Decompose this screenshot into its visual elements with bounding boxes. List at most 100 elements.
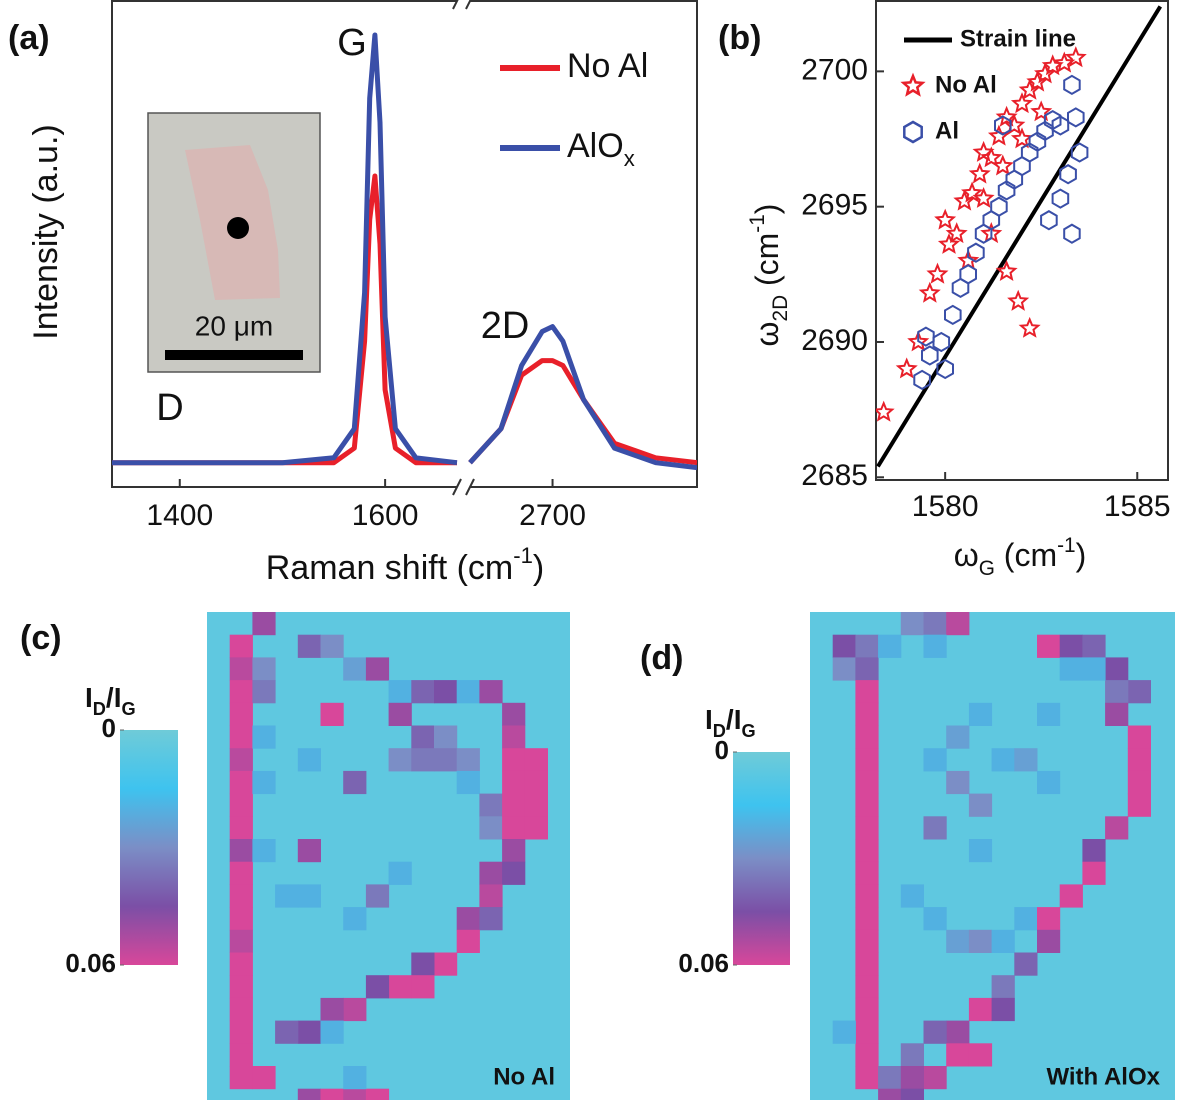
map-cell [434,952,458,976]
map-cell [968,997,993,1022]
star-point [1018,78,1041,100]
x-axis-label-part: -1 [513,543,533,568]
map-cell [1105,702,1129,726]
y-axis-label: ω2D (cm-1) [746,204,792,347]
plot-area [876,5,1163,468]
map-cell [456,907,480,931]
y-axis-label-part: (cm [749,233,785,295]
map-cell [923,634,947,658]
map-cell [855,816,879,840]
hexagon-point [1028,131,1047,152]
colorbar-tick-label: 0 [715,735,729,765]
map-cell [229,748,253,772]
map-cell [1127,770,1151,795]
map-cell [1037,634,1061,658]
map-cell [524,770,548,795]
map-cell [524,816,548,840]
map-cell [832,634,856,658]
map-cell [252,725,276,749]
star-point [895,357,918,379]
map-cell [229,680,253,704]
map-cell [900,1088,924,1100]
map-cell [502,816,526,840]
map-cell [502,793,526,817]
map-cell [229,634,253,658]
map-cell [900,612,924,636]
map-cell [878,1088,902,1100]
map-cell [855,907,879,931]
map-cell [229,793,253,817]
map-cell [229,861,253,885]
spectrum-line [112,32,697,471]
colorbar-tick-label: 0.06 [65,948,116,978]
hexagon-point [1063,74,1081,96]
map-cell [923,1066,947,1090]
x-axis-label-part: ) [533,549,544,587]
hexagon-point [1051,188,1070,209]
map-cell [524,793,548,817]
map-cell [252,612,276,636]
map-cell [946,725,970,749]
map-cell [434,748,458,772]
map-cell [900,1043,924,1067]
y-axis-label-part: -1 [746,214,769,233]
map-cell [252,839,276,863]
legend-label: Strain line [960,25,1076,52]
colorbar-label-part: G [121,699,135,719]
map-cell [229,1043,253,1067]
map-cell [229,816,253,840]
map-cell [1082,657,1106,681]
x-tick-label: 2700 [519,499,586,532]
star-point [987,124,1010,146]
legend-marker [903,120,923,144]
map-cell [855,884,879,908]
map-area [229,612,548,1100]
axes-frame [111,0,698,488]
panel-label: (c) [20,619,62,657]
hexagon-point [944,304,962,326]
legend-label-part: x [624,146,635,171]
map-cell [968,702,993,726]
map-cell [855,839,879,863]
map-cell [855,975,879,999]
colorbar-label-part: D [93,699,106,719]
colorbar-label-part: /I [106,682,122,713]
map-cell [855,634,879,658]
map-cell [968,929,993,953]
map-cell [343,770,367,795]
hexagon-point [1059,164,1077,185]
x-axis-label-part: ) [1076,537,1087,573]
y-axis-label-part: ) [749,204,785,215]
map-cell [855,861,879,885]
star-point [991,154,1014,176]
map-cell [502,839,526,863]
map-cell [923,907,947,931]
map-cell [855,725,879,749]
star-point [972,187,995,208]
map-cell [456,680,480,704]
star-point [1064,46,1087,68]
hexagon-point [990,196,1008,217]
map-cell [855,748,879,772]
peak-label: 2D [481,305,530,347]
colorbar-tick-label: 0.06 [678,948,729,978]
map-cell [991,997,1015,1022]
map-cell [1037,770,1061,795]
star-point [934,208,957,230]
map-cell [297,884,321,908]
map-cell [502,770,526,795]
strain-line [876,5,1163,468]
map-cell [388,748,412,772]
star-point [926,262,949,284]
map-cell [320,1020,344,1044]
map-cell [1059,884,1083,908]
map-cell [832,1020,856,1044]
map-cell [434,680,458,704]
map-cell [1014,952,1038,976]
map-cell [900,1066,924,1090]
map-cell [832,657,856,681]
map-cell [343,997,367,1022]
star-point [907,330,930,352]
hexagon-point [1067,107,1085,128]
x-axis-label: ωG (cm-1) [954,534,1087,580]
